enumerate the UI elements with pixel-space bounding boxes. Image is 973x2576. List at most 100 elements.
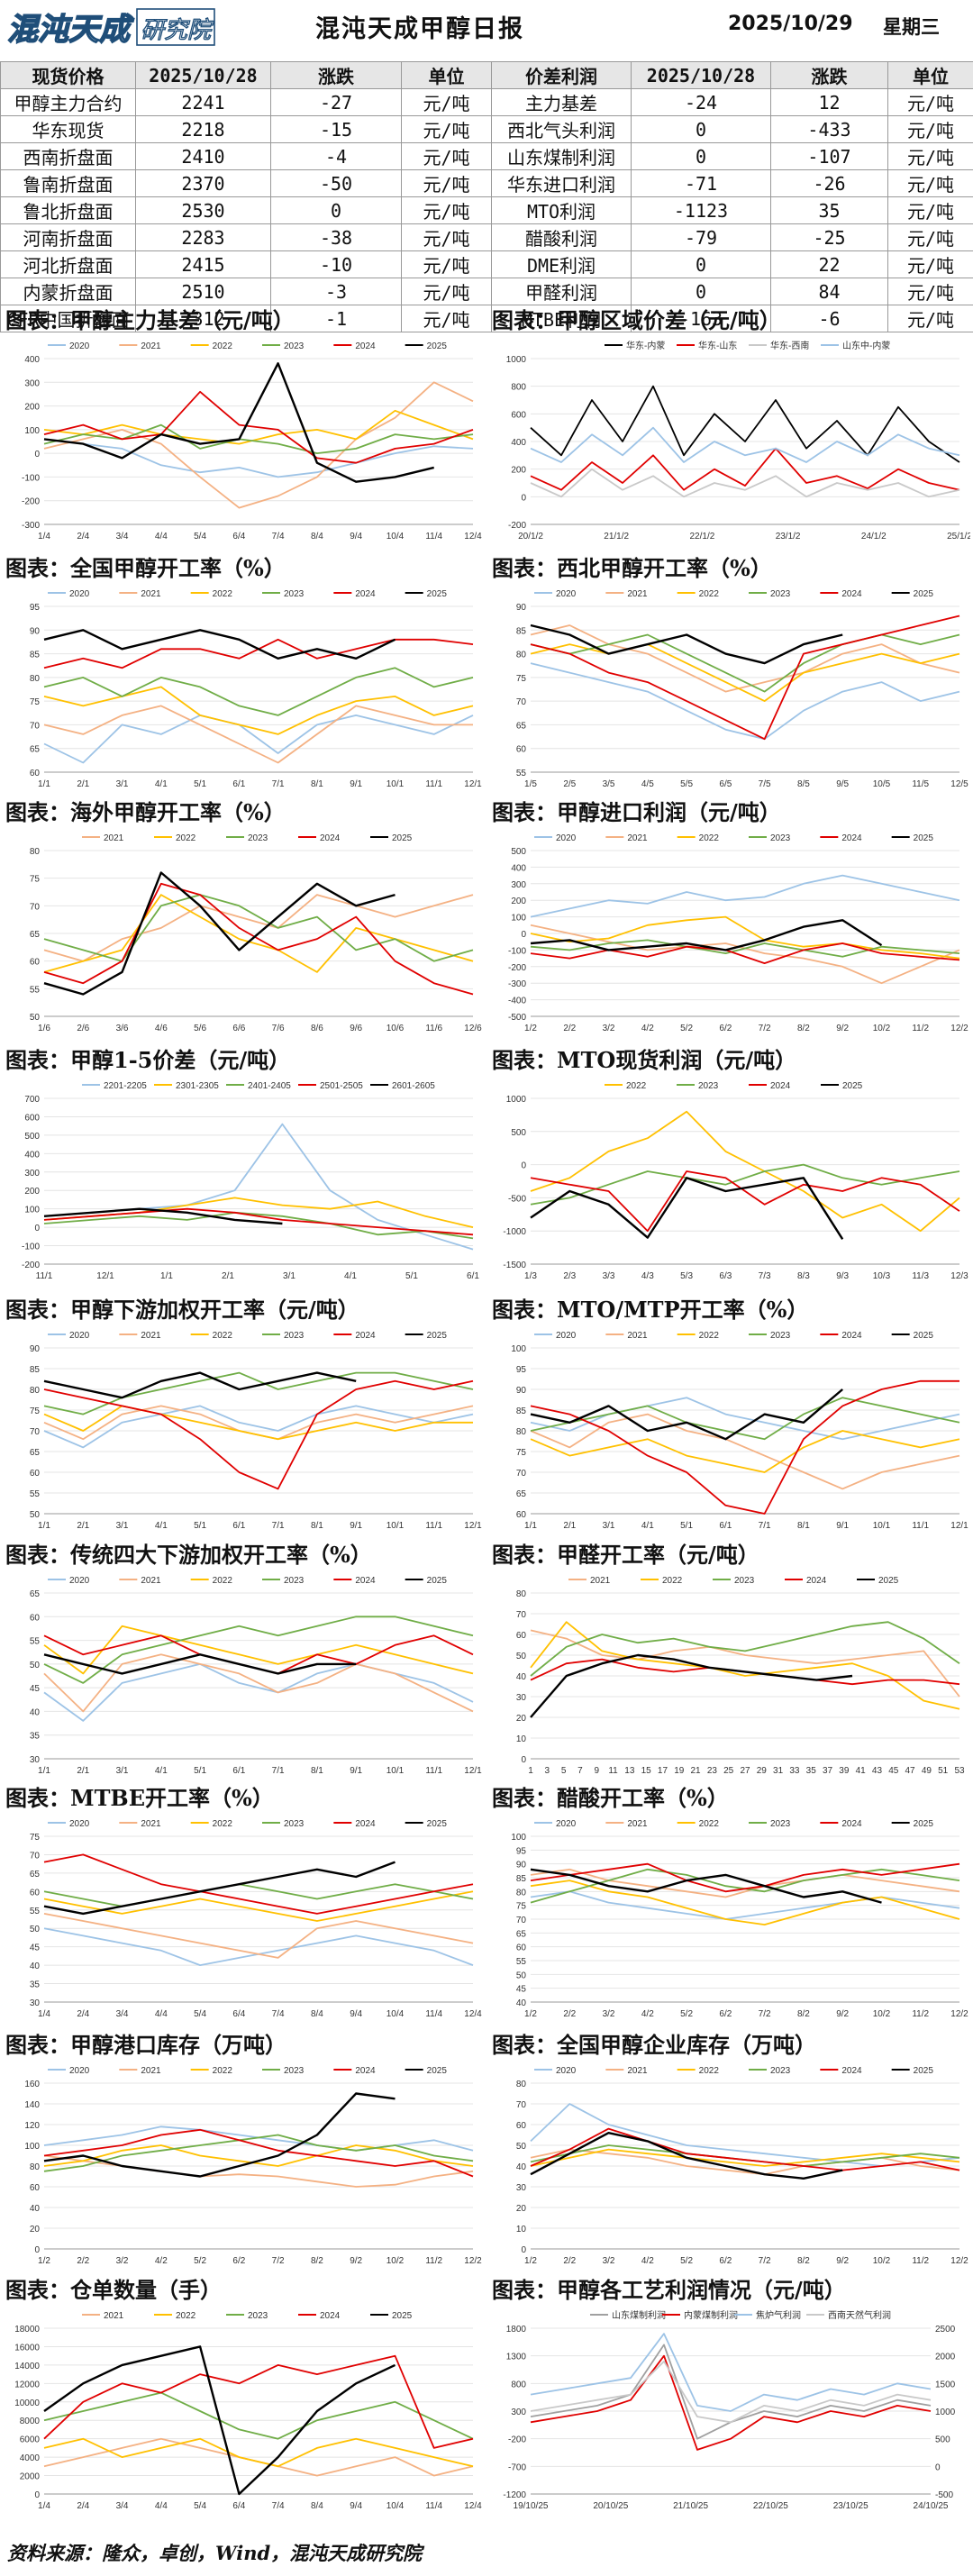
series-line bbox=[530, 1430, 960, 1473]
chart-title: 图表：甲醛开工率（元/吨） bbox=[492, 1542, 759, 1568]
table-cell: 元/吨 bbox=[401, 305, 492, 332]
table-cell: 2283 bbox=[135, 223, 271, 251]
x-tick-label: 21/1/2 bbox=[604, 532, 629, 542]
chart-legend: 2022 2023 2024 2025 bbox=[605, 1081, 863, 1091]
table-cell: -26 bbox=[770, 169, 888, 197]
legend-label: 2020 bbox=[69, 1576, 90, 1586]
series-line bbox=[530, 1880, 960, 1925]
y2-tick-label: 2000 bbox=[935, 2353, 956, 2362]
table-cell: MTO利润 bbox=[491, 196, 632, 224]
y-tick-label: -1000 bbox=[503, 1227, 526, 1237]
x-tick-label: 9/4 bbox=[350, 532, 362, 542]
x-tick-label: 12/4 bbox=[464, 532, 482, 542]
x-tick-label: 9/5 bbox=[836, 779, 849, 789]
y-tick-label: 70 bbox=[30, 1427, 41, 1437]
chart-title: 图表：甲醇主力基差（元/吨） bbox=[5, 307, 295, 333]
series-line bbox=[530, 426, 960, 463]
y-tick-label: 65 bbox=[30, 1589, 41, 1599]
y-tick-label: 90 bbox=[30, 626, 41, 636]
y-tick-label: 20 bbox=[516, 1714, 527, 1724]
x-tick-label: 5/4 bbox=[194, 2009, 206, 2019]
x-tick-label: 3/4 bbox=[116, 2501, 129, 2511]
y-tick-label: 40 bbox=[516, 2162, 527, 2172]
x-tick-label: 2/2 bbox=[563, 2256, 576, 2266]
x-tick-label: 1/6 bbox=[38, 1024, 50, 1033]
series-line bbox=[43, 705, 473, 764]
x-tick-label: 53 bbox=[954, 1766, 965, 1776]
y-tick-label: 1800 bbox=[506, 2325, 527, 2335]
legend-label: 2023 bbox=[770, 833, 791, 843]
x-tick-label: 11/1 bbox=[425, 1521, 442, 1531]
x-tick-label: 4/4 bbox=[155, 2009, 168, 2019]
y-tick-label: 800 bbox=[511, 383, 526, 393]
svg-text:研究院: 研究院 bbox=[141, 17, 214, 44]
chart-title: 图表：全国甲醇企业库存（万吨） bbox=[492, 2032, 816, 2058]
y-tick-label: 60 bbox=[516, 1510, 527, 1520]
chart-legend: 山东煤制利润 内蒙煤制利润 焦炉气利润 西南天然气利润 bbox=[590, 2309, 891, 2321]
table-cell: 主力基差 bbox=[491, 88, 632, 116]
y-tick-label: 65 bbox=[516, 1489, 527, 1499]
legend-label: 2025 bbox=[427, 1819, 448, 1829]
table-cell: 元/吨 bbox=[401, 278, 492, 305]
y-tick-label: 700 bbox=[24, 1095, 40, 1105]
x-tick-label: 7/2 bbox=[759, 1024, 771, 1033]
legend-label: 2023 bbox=[284, 2066, 305, 2076]
y-tick-label: 100 bbox=[24, 2142, 40, 2152]
chart-national_run_rate: 2020 2021 2022 2023 2024 2025 60 65 70 75 80 85 90 95… bbox=[30, 589, 482, 789]
x-tick-label: 1/2 bbox=[38, 2256, 50, 2266]
y-tick-label: 60 bbox=[30, 1888, 41, 1898]
table-cell: 2410 bbox=[135, 142, 271, 170]
x-tick-label: 7/4 bbox=[272, 2009, 285, 2019]
y-tick-label: 65 bbox=[30, 1448, 41, 1458]
series-line bbox=[530, 1170, 960, 1233]
legend-label: 2020 bbox=[556, 833, 577, 843]
series-line bbox=[530, 1868, 882, 1904]
legend-label: 2201-2205 bbox=[104, 1081, 147, 1091]
table-cell: 河南折盘面 bbox=[0, 223, 136, 251]
legend-label: 2022 bbox=[699, 589, 720, 599]
x-tick-label: 5 bbox=[561, 1766, 567, 1776]
x-tick-label: 4/1 bbox=[155, 1521, 168, 1531]
x-tick-label: 6/2 bbox=[719, 1024, 732, 1033]
table-cell: -1123 bbox=[631, 196, 771, 224]
legend-label: 2022 bbox=[176, 2311, 196, 2321]
x-tick-label: 11/2 bbox=[912, 1024, 929, 1033]
x-tick-label: 2/3 bbox=[563, 1271, 576, 1281]
y-tick-label: 0 bbox=[521, 493, 526, 503]
x-tick-label: 1/4 bbox=[38, 532, 50, 542]
y-tick-label: 70 bbox=[516, 1916, 527, 1925]
y-tick-label: 500 bbox=[511, 847, 526, 857]
x-tick-label: 1/5 bbox=[524, 779, 537, 789]
x-tick-label: 8/4 bbox=[311, 2501, 323, 2511]
series-line bbox=[530, 1868, 960, 1904]
series-line bbox=[530, 2131, 843, 2180]
chart-legend: 2020 2021 2022 2023 2024 2025 bbox=[534, 833, 933, 843]
series-line bbox=[530, 1379, 959, 1515]
chart-legend: 2020 2021 2022 2023 2024 2025 bbox=[534, 589, 933, 599]
y-tick-label: 400 bbox=[24, 1150, 40, 1160]
x-tick-label: 5/1 bbox=[405, 1271, 418, 1281]
y-tick-label: -1200 bbox=[503, 2490, 526, 2500]
x-tick-label: 9/4 bbox=[350, 2501, 362, 2511]
series-line bbox=[43, 1207, 283, 1225]
series-line bbox=[530, 662, 960, 741]
y-tick-label: 45 bbox=[516, 1985, 527, 1995]
chart-title: 图表：甲醇下游加权开工率（元/吨） bbox=[5, 1297, 359, 1323]
y-tick-label: 40 bbox=[30, 1962, 41, 1971]
series-line bbox=[43, 1211, 474, 1240]
series-line bbox=[530, 1388, 843, 1441]
y-tick-label: 50 bbox=[30, 1510, 41, 1520]
x-tick-label: 6/4 bbox=[232, 2501, 245, 2511]
table-cell: 12 bbox=[770, 88, 888, 116]
chart-title: 图表：MTO现货利润（元/吨） bbox=[492, 1047, 797, 1073]
x-tick-label: 9/1 bbox=[350, 779, 362, 789]
x-tick-label: 20/1/2 bbox=[518, 532, 543, 542]
y-tick-label: 60 bbox=[30, 1469, 41, 1479]
y-tick-label: 40 bbox=[30, 2204, 41, 2214]
legend-label: 2025 bbox=[842, 1081, 863, 1091]
series-line bbox=[43, 438, 474, 478]
series-line bbox=[43, 390, 474, 464]
legend-label: 2023 bbox=[284, 1576, 305, 1586]
y-tick-label: 95 bbox=[516, 1365, 527, 1375]
y-tick-label: 120 bbox=[24, 2121, 40, 2131]
